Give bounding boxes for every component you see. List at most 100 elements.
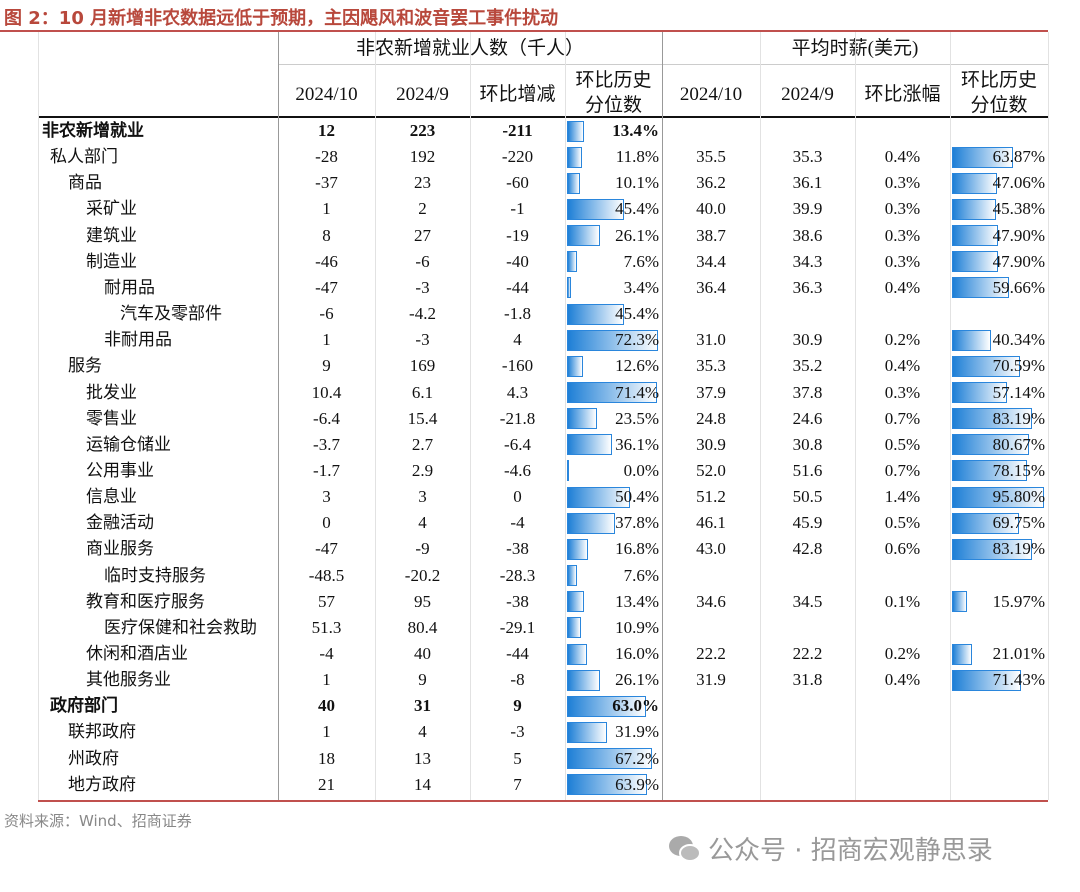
percentile-value: 57.14% [992, 382, 1045, 402]
percentile-value: 63.0% [612, 696, 659, 716]
row-label: 其他服务业 [86, 670, 171, 691]
row-label: 非农新增就业 [42, 121, 144, 141]
value-cell: -6 [415, 251, 430, 271]
row-label: 非耐用品 [104, 330, 172, 351]
value-cell: 0.4% [884, 670, 921, 690]
value-cell: 23 [414, 173, 431, 193]
row-label: 建筑业 [86, 225, 137, 246]
percentile-value: 16.8% [615, 539, 659, 559]
value-cell: 0.3% [884, 225, 921, 245]
value-cell: 192 [409, 147, 436, 167]
value-cell: -60 [506, 173, 529, 193]
value-cell: -19 [506, 225, 529, 245]
column-rule [950, 32, 951, 800]
data-bar [567, 643, 588, 665]
percentile-value: 15.97% [992, 591, 1045, 611]
row-label: 运输仓储业 [86, 434, 171, 455]
data-bar [952, 329, 991, 351]
value-cell: 39.9 [792, 199, 823, 219]
value-cell: -3 [510, 722, 525, 742]
data-bar [952, 251, 998, 273]
data-bar [567, 748, 652, 770]
percentile-value: 50.4% [615, 487, 659, 507]
value-cell: 31 [414, 696, 431, 716]
value-cell: 9 [513, 696, 522, 716]
data-bar [952, 643, 973, 665]
percentile-value: 80.67% [992, 434, 1045, 454]
data-bar [567, 434, 613, 456]
percentile-value: 13.4% [612, 121, 659, 140]
value-cell: 95 [414, 591, 431, 611]
value-cell: 22.2 [792, 644, 823, 663]
value-cell: 10.4 [311, 382, 342, 402]
value-cell: 40 [414, 644, 431, 663]
percentile-value: 16.0% [615, 644, 659, 663]
group-header: 非农新增就业人数（千人） [355, 38, 584, 59]
value-cell: 0.4% [884, 277, 921, 297]
data-bar [952, 486, 1044, 508]
percentile-value: 21.01% [992, 644, 1045, 663]
value-cell: 0.5% [884, 513, 921, 533]
value-cell: 13 [414, 748, 431, 768]
data-bar [952, 512, 1019, 534]
value-cell: -28 [315, 147, 338, 167]
value-cell: 24.6 [792, 408, 823, 428]
percentile-value: 71.4% [615, 382, 659, 402]
data-bar [952, 591, 968, 613]
percentile-value: 70.59% [992, 356, 1045, 376]
percentile-value: 67.2% [615, 748, 659, 768]
value-cell: -4.2 [409, 304, 436, 324]
row-label: 地方政府 [68, 774, 136, 795]
value-cell: 0.3% [884, 251, 921, 271]
value-cell: 9 [322, 356, 331, 376]
value-cell: -29.1 [499, 617, 536, 637]
column-rule [470, 32, 471, 800]
percentile-value: 63.87% [992, 147, 1045, 167]
value-cell: 80.4 [407, 617, 438, 637]
value-cell: 30.9 [792, 330, 823, 350]
row-label: 医疗保健和社会救助 [104, 617, 257, 638]
value-cell: -8 [510, 670, 525, 690]
value-cell: 0.6% [884, 539, 921, 559]
value-cell: 24.8 [696, 408, 726, 428]
data-bar [952, 382, 1007, 403]
data-bar [567, 565, 577, 587]
row-label: 政府部门 [50, 696, 118, 717]
value-cell: 30.8 [792, 434, 823, 454]
column-rule [662, 32, 663, 800]
data-bar [952, 669, 1021, 691]
value-cell: 40.0 [696, 199, 726, 219]
row-label: 州政府 [68, 748, 119, 769]
value-cell: -21.8 [499, 408, 536, 428]
percentile-value: 69.75% [992, 513, 1045, 533]
data-bar [952, 538, 1032, 560]
value-cell: 2.9 [411, 460, 434, 480]
percentile-value: 47.90% [992, 251, 1045, 271]
value-cell: 57 [318, 591, 335, 611]
value-cell: -48.5 [308, 565, 345, 585]
value-cell: -1.7 [313, 460, 340, 480]
value-cell: 2.7 [411, 434, 434, 454]
value-cell: -220 [501, 147, 534, 167]
value-cell: -3.7 [313, 434, 340, 454]
row-label: 教育和医疗服务 [86, 591, 205, 612]
value-cell: 45.9 [792, 513, 823, 533]
column-rule [278, 32, 279, 800]
wechat-icon [669, 836, 701, 862]
value-cell: 5 [513, 748, 522, 768]
column-rule [38, 32, 39, 800]
value-cell: 35.5 [696, 147, 726, 167]
value-cell: 4 [418, 513, 427, 533]
source-note: 资料来源：Wind、招商证券 [4, 812, 192, 830]
value-cell: 0 [322, 513, 331, 533]
value-cell: 4.3 [506, 382, 529, 402]
value-cell: 35.3 [696, 356, 726, 376]
value-cell: 0.7% [884, 408, 921, 428]
column-header: 环比历史分位数 [960, 70, 1037, 116]
data-bar [952, 408, 1032, 430]
row-label: 耐用品 [104, 277, 155, 298]
value-cell: 0.2% [884, 644, 921, 663]
data-bar [952, 434, 1030, 456]
column-rule [760, 32, 761, 800]
